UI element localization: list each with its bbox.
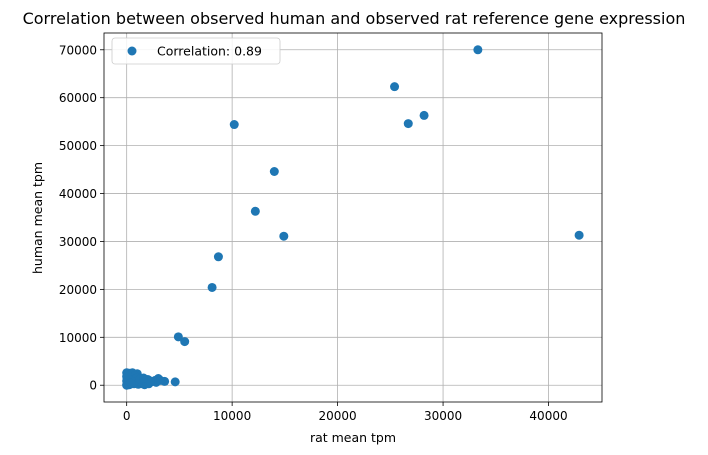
data-point (213, 252, 223, 262)
y-axis-ticks: 0 10000 20000 30000 40000 50000 60000 70000 (59, 43, 104, 393)
data-point (180, 337, 190, 347)
x-tick-label: 40000 (529, 409, 567, 423)
data-point (155, 375, 165, 385)
grid (104, 33, 602, 402)
data-point (574, 230, 584, 240)
legend-marker (127, 46, 137, 56)
data-point (139, 373, 149, 383)
x-axis-ticks: 0 10000 20000 30000 40000 (123, 402, 568, 423)
x-tick-label: 20000 (319, 409, 357, 423)
y-tick-label: 10000 (59, 331, 97, 345)
y-tick-label: 50000 (59, 139, 97, 153)
y-tick-label: 60000 (59, 91, 97, 105)
y-tick-label: 20000 (59, 283, 97, 297)
legend-label: Correlation: 0.89 (157, 44, 262, 59)
y-tick-label: 70000 (59, 43, 97, 57)
data-point (279, 231, 289, 241)
x-tick-label: 30000 (424, 409, 462, 423)
chart-title: Correlation between observed human and o… (23, 9, 686, 28)
data-point (170, 377, 180, 387)
data-point (126, 378, 136, 388)
legend: Correlation: 0.89 (111, 37, 281, 65)
data-points (122, 45, 584, 390)
plot-frame (103, 32, 603, 403)
data-point (207, 282, 217, 292)
data-point (250, 206, 260, 216)
data-point (123, 370, 133, 380)
data-point (419, 110, 429, 120)
data-point (473, 45, 483, 55)
y-axis-label: human mean tpm (30, 162, 45, 274)
y-tick-label: 30000 (59, 235, 97, 249)
data-point (403, 119, 413, 129)
data-point (269, 166, 279, 176)
data-point (229, 120, 239, 130)
data-point (173, 332, 183, 342)
x-tick-label: 0 (123, 409, 131, 423)
data-point (390, 82, 400, 92)
y-tick-label: 0 (89, 379, 97, 393)
legend-box (111, 37, 281, 65)
x-axis-label: rat mean tpm (310, 430, 396, 445)
y-tick-label: 40000 (59, 187, 97, 201)
x-tick-label: 10000 (213, 409, 251, 423)
